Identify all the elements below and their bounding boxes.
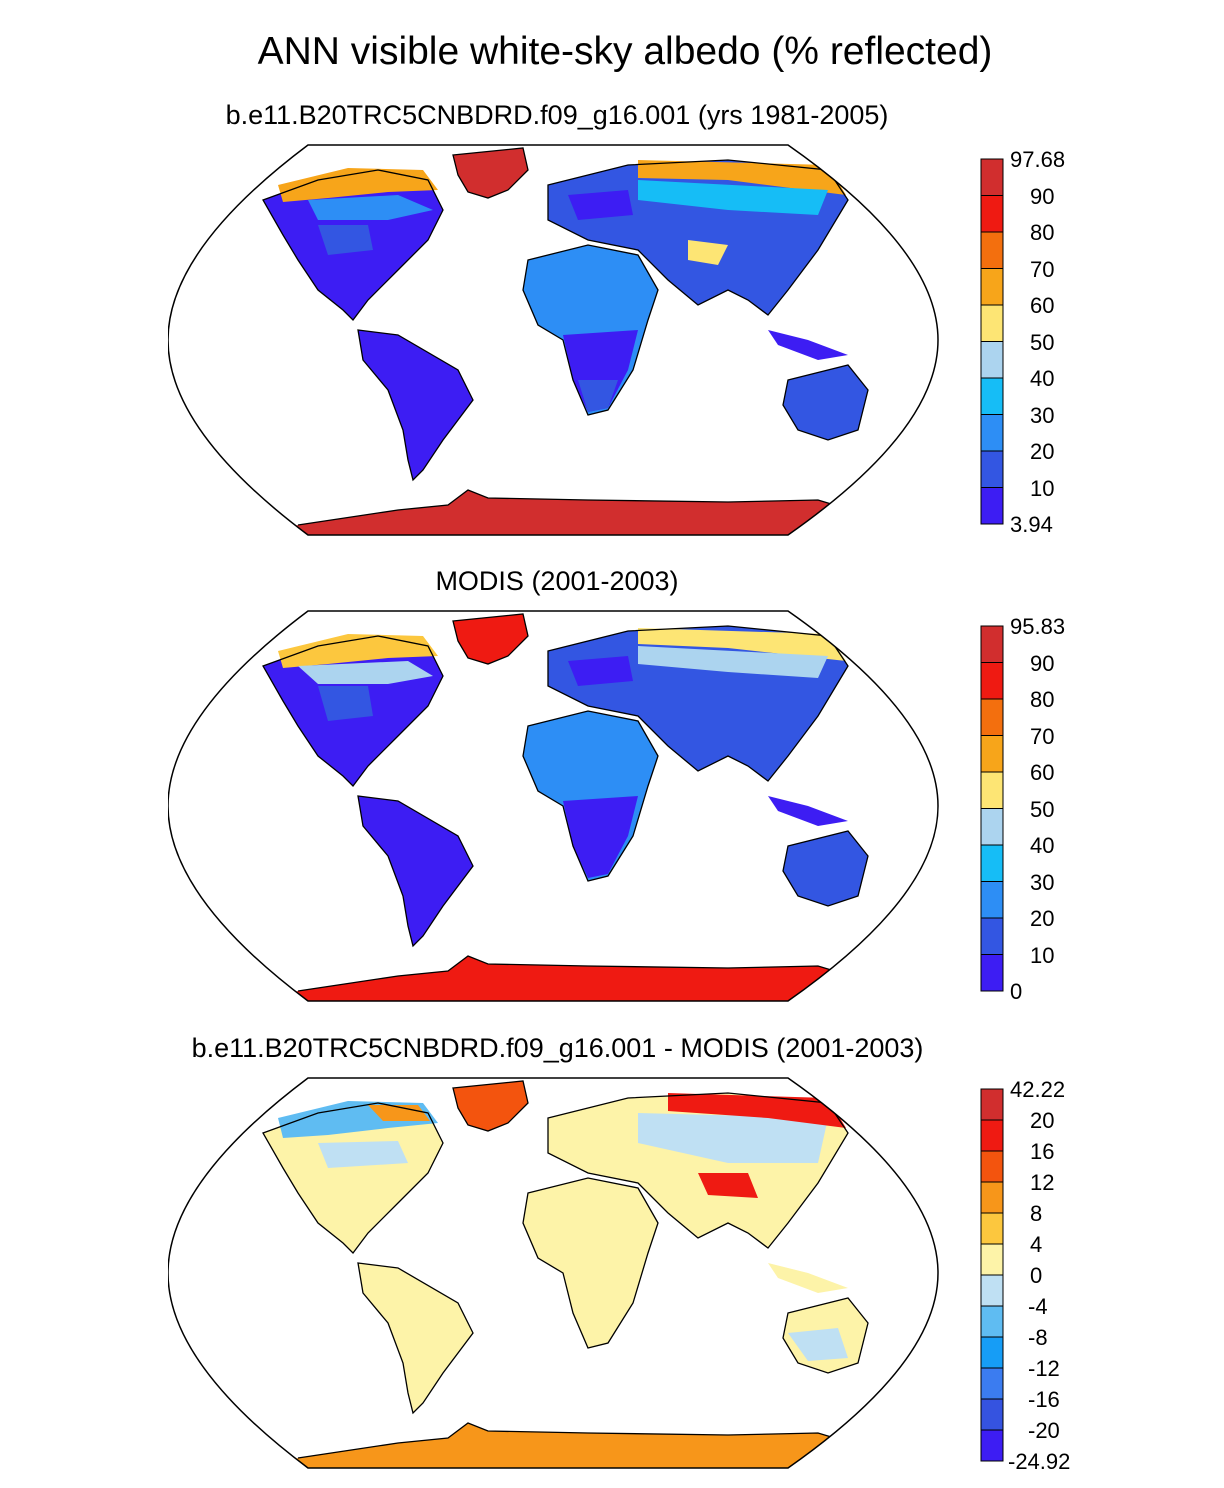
colorbar-label: 70 [1030,723,1055,749]
south-america-land [358,796,473,946]
colorbar-swatch [980,1181,1004,1214]
colorbar-label: 40 [1030,366,1055,391]
colorbar-label: 90 [1030,650,1055,676]
colorbar-label: 4 [1030,1232,1043,1257]
colorbar-label: 80 [1030,220,1055,245]
colorbar-label: 95.83 [1010,614,1066,639]
colorbar-label: -12 [1028,1356,1060,1381]
colorbar-swatch [980,954,1004,992]
south-america-land [358,330,473,480]
colorbar-label: -4 [1028,1294,1048,1319]
colorbar-label: 8 [1030,1201,1043,1226]
colorbar-label: 70 [1030,256,1055,282]
panel1-subtitle: b.e11.B20TRC5CNBDRD.f09_g16.001 (yrs 198… [225,100,889,130]
colorbar-label: 10 [1030,475,1055,501]
colorbar-swatch [980,450,1004,488]
colorbar-swatch [980,268,1004,306]
panel3-colorbar: 42.22 20 16 12 8 4 0 -4 -8 -12 -16 -20 -24.92 [980,1077,1070,1474]
colorbar-label: 12 [1030,1170,1055,1195]
colorbar-swatches [980,158,1004,525]
colorbar-label: 50 [1030,329,1055,355]
colorbar-label: 30 [1030,402,1055,428]
colorbar-label: -24.92 [1008,1449,1071,1474]
colorbar-label: 60 [1030,760,1055,785]
panel1-colorbar: 97.68 90 80 70 60 50 40 30 20 10 3.94 [980,147,1065,537]
colorbar-label: 10 [1030,942,1055,968]
colorbar-swatch [980,808,1004,846]
map-border [168,144,939,536]
colorbar-label: 20 [1030,439,1055,464]
colorbar-swatch [980,625,1004,663]
colorbar-label: 0 [1010,979,1023,1004]
antarctica-land [248,1423,868,1468]
colorbar-swatch [980,1429,1004,1462]
colorbar-swatches [980,625,1004,992]
colorbar-label: 16 [1030,1139,1055,1164]
colorbar-swatch [980,771,1004,809]
colorbar-swatch [980,1398,1004,1431]
colorbar-swatch [980,1367,1004,1400]
colorbar-swatches [980,1088,1004,1462]
panel1-map [168,144,939,536]
colorbar-swatch [980,487,1004,525]
colorbar-swatch [980,698,1004,736]
panel2-colorbar: 95.83 90 80 70 60 50 40 30 20 10 0 [980,614,1065,1004]
south-america-land [358,1263,473,1413]
main-title: ANN visible white-sky albedo (% reflecte… [257,30,993,73]
colorbar-label: 3.94 [1010,512,1053,537]
panel3-map [168,1077,939,1469]
colorbar-label: -20 [1028,1418,1060,1443]
colorbar-label: 30 [1030,869,1055,895]
colorbar-label: -16 [1028,1387,1060,1412]
colorbar-swatch [980,341,1004,379]
colorbar-swatch [980,1150,1004,1183]
colorbar-swatch [980,231,1004,269]
colorbar-label: 80 [1030,687,1055,712]
colorbar-swatch [980,735,1004,773]
colorbar-swatch [980,304,1004,342]
antarctica-land [248,956,868,1001]
colorbar-swatch [980,195,1004,233]
africa-land [523,1178,658,1348]
panel2-map [168,610,939,1002]
colorbar-label: 60 [1030,293,1055,318]
colorbar-swatch [980,844,1004,882]
colorbar-label: 97.68 [1010,147,1066,172]
colorbar-swatch [980,881,1004,919]
colorbar-label: 50 [1030,796,1055,822]
australia-land [783,365,868,440]
australia-land [783,831,868,906]
colorbar-label: 0 [1030,1263,1043,1288]
colorbar-swatch [980,917,1004,955]
colorbar-label: 20 [1030,906,1055,931]
colorbar-swatch [980,377,1004,415]
map-border [168,1077,939,1469]
colorbar-label: 90 [1030,183,1055,209]
colorbar-swatch [980,1243,1004,1276]
greenland-land [453,148,528,198]
north-america-land [263,1103,443,1253]
colorbar-label: 42.22 [1010,1077,1066,1102]
colorbar-label: 40 [1030,833,1055,858]
colorbar-swatch [980,414,1004,452]
panel3-subtitle: b.e11.B20TRC5CNBDRD.f09_g16.001 - MODIS … [191,1033,924,1063]
colorbar-swatch [980,662,1004,700]
colorbar-swatch [980,1336,1004,1369]
colorbar-swatch [980,158,1004,196]
greenland-land [453,614,528,664]
colorbar-swatch [980,1119,1004,1152]
colorbar-label: -8 [1028,1325,1048,1350]
colorbar-swatch [980,1305,1004,1338]
antarctica-land [248,490,868,535]
colorbar-swatch [980,1274,1004,1307]
colorbar-label: 20 [1030,1108,1055,1133]
colorbar-swatch [980,1212,1004,1245]
colorbar-swatch [980,1088,1004,1121]
map-border [168,610,939,1002]
greenland-land [453,1081,528,1131]
panel2-subtitle: MODIS (2001-2003) [435,566,679,596]
